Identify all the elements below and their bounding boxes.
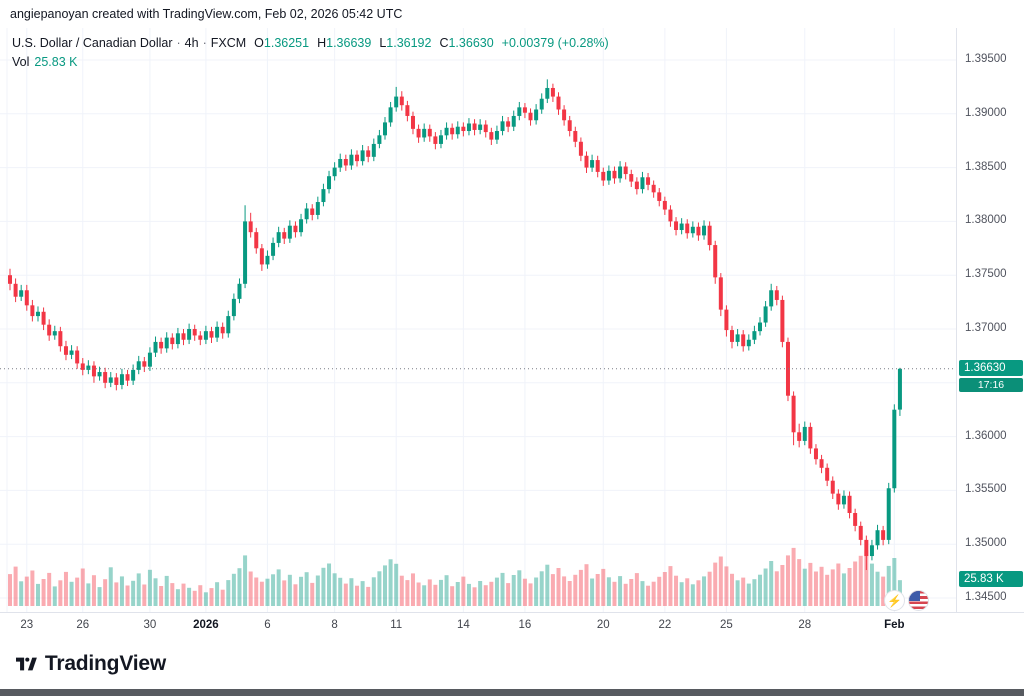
price-axis-label: 1.37000 [965,322,1007,334]
time-axis-label[interactable]: 14 [456,619,470,631]
price-axis[interactable]: 1.36630 17:16 25.83 K 1.39500 1.39000 1.38… [956,28,1024,612]
attribution-bar: angiepanoyan created with TradingView.co… [0,0,1024,29]
legend-separator: · [202,36,207,50]
symbol-title[interactable]: U.S. Dollar / Canadian Dollar [12,36,173,50]
time-axis-label[interactable]: 2026 [193,619,219,631]
price-axis-label: 1.38000 [965,214,1007,227]
volume-value: 25.83 K [34,55,78,69]
high-label: H [317,36,327,50]
legend-separator: · [176,36,181,50]
bar-countdown-badge: 17:16 [959,377,1023,392]
bottom-bar [0,689,1024,696]
high-value: 1.36639 [326,36,372,50]
tradingview-logo[interactable]: TradingView [16,651,166,677]
price-axis-label: 1.36000 [965,429,1007,442]
time-axis-strip: 23 26 30 2026 6 8 11 14 16 20 22 25 28 Feb [0,612,1024,640]
time-axis[interactable]: 23 26 30 2026 6 8 11 14 16 20 22 25 28 Feb [0,613,956,640]
volume-badge: 25.83 K [959,571,1023,588]
attribution-text: angiepanoyan created with TradingView.co… [10,7,403,21]
price-axis-label: 1.38500 [965,160,1007,173]
tradingview-logo-icon [16,657,37,671]
price-axis-label: 1.35000 [965,537,1007,550]
low-label: L [379,36,387,50]
price-axis-label: 1.39000 [965,106,1007,119]
candlestick-volume-canvas[interactable] [0,28,956,612]
time-axis-label[interactable]: 16 [518,619,532,631]
footer: TradingView [0,639,1024,689]
volume-label: Vol [12,55,30,69]
close-label: C [439,36,449,50]
change-value: +0.00379 (+0.28%) [501,36,609,50]
time-axis-label[interactable]: Feb [884,619,905,631]
time-axis-label[interactable]: 28 [798,619,812,631]
time-axis-label[interactable]: 8 [331,619,338,631]
price-axis-label: 1.35500 [965,483,1007,496]
us-flag-icon[interactable] [908,590,929,611]
time-axis-label[interactable]: 23 [20,619,34,631]
exchange-label: FXCM [210,36,247,50]
lightning-glyph: ⚡ [887,593,902,608]
chart-legend: U.S. Dollar / Canadian Dollar · 4h · FXCM O1.… [12,34,609,71]
brand-text: TradingView [44,652,166,675]
price-axis-label: 1.34500 [965,591,1007,603]
time-axis-label[interactable]: 22 [658,619,672,631]
interval-label[interactable]: 4h [184,36,199,50]
volatility-lightning-icon[interactable]: ⚡ [884,590,905,611]
time-axis-label[interactable]: 25 [720,619,733,631]
time-axis-label[interactable]: 20 [596,619,610,631]
open-value: 1.36251 [263,36,310,50]
price-axis-label: 1.37500 [965,268,1007,281]
time-axis-label[interactable]: 11 [390,619,403,631]
close-value: 1.36630 [448,36,494,50]
chart-plot-area[interactable]: U.S. Dollar / Canadian Dollar · 4h · FXCM O1.… [0,28,956,612]
flag-blue-field [909,591,920,602]
open-label: O [254,36,264,50]
time-axis-label[interactable]: 26 [76,619,90,631]
time-axis-label[interactable]: 6 [264,619,271,631]
low-value: 1.36192 [386,36,432,50]
price-axis-label: 1.39500 [965,53,1007,65]
event-icons: ⚡ [884,590,929,611]
last-price-badge: 1.36630 [959,359,1023,376]
time-axis-label[interactable]: 30 [143,619,157,631]
